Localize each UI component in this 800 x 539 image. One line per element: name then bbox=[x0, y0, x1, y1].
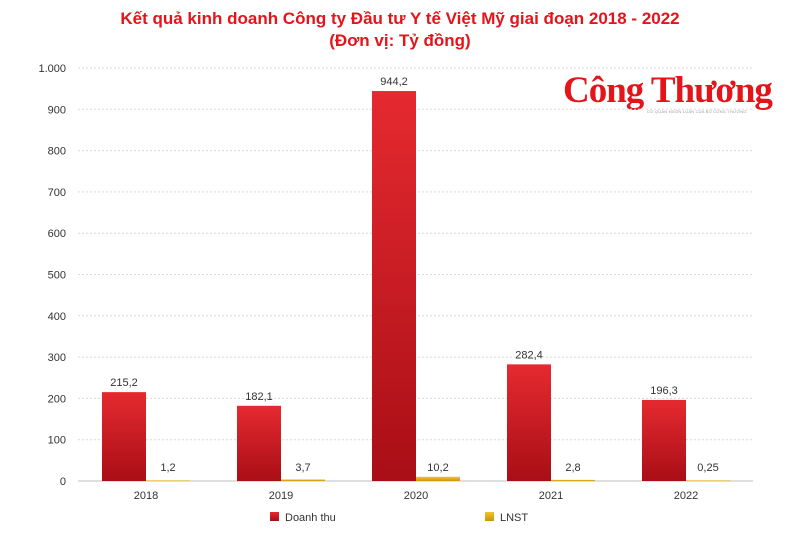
y-tick-label: 1.000 bbox=[38, 63, 66, 75]
x-tick-label: 2022 bbox=[674, 490, 698, 502]
y-tick-label: 200 bbox=[48, 393, 66, 405]
y-tick-label: 0 bbox=[60, 476, 66, 488]
bar-lnst bbox=[416, 476, 460, 481]
logo-text: Công Thương bbox=[563, 70, 773, 111]
y-tick-label: 300 bbox=[48, 352, 66, 364]
bar-lnst bbox=[551, 479, 595, 481]
bar-lnst bbox=[686, 480, 730, 481]
bar-layer bbox=[102, 91, 730, 481]
chart-title-line2: (Đơn vị: Tỷ đồng) bbox=[329, 31, 471, 50]
x-tick-label: 2021 bbox=[539, 490, 563, 502]
bar-doanh-thu bbox=[642, 399, 686, 481]
x-tick-label: 2019 bbox=[269, 490, 293, 502]
legend-swatch-doanh-thu bbox=[270, 512, 279, 521]
data-label: 182,1 bbox=[245, 391, 273, 403]
bar-lnst bbox=[146, 480, 190, 481]
legend-label: Doanh thu bbox=[285, 512, 336, 524]
bar-doanh-thu bbox=[507, 364, 551, 481]
chart-title: Kết quả kinh doanh Công ty Đầu tư Y tế V… bbox=[0, 8, 800, 52]
chart-title-line1: Kết quả kinh doanh Công ty Đầu tư Y tế V… bbox=[120, 9, 680, 28]
legend: Doanh thu LNST bbox=[270, 512, 528, 524]
data-label: 282,4 bbox=[515, 349, 543, 361]
data-label: 2,8 bbox=[565, 462, 580, 474]
y-tick-label: 800 bbox=[48, 146, 66, 158]
y-tick-label: 900 bbox=[48, 104, 66, 116]
y-tick-label: 600 bbox=[48, 228, 66, 240]
x-tick-label: 2018 bbox=[134, 490, 158, 502]
x-tick-label: 2020 bbox=[404, 490, 428, 502]
data-label: 196,3 bbox=[650, 385, 678, 397]
cong-thuong-logo: Công Thương CƠ QUAN NGÔN LUẬN CỦA BỘ CÔN… bbox=[563, 70, 773, 122]
legend-swatch-lnst bbox=[485, 512, 494, 521]
data-label: 944,2 bbox=[380, 76, 408, 88]
y-tick-label: 500 bbox=[48, 270, 66, 282]
y-tick-label: 700 bbox=[48, 187, 66, 199]
bar-lnst bbox=[281, 479, 325, 481]
bar-doanh-thu bbox=[102, 392, 146, 481]
y-tick-label: 100 bbox=[48, 435, 66, 447]
data-label: 1,2 bbox=[160, 462, 175, 474]
label-layer: 215,2 1,2 2018 182,1 3,7 2019 944,2 10,2 2020 282… bbox=[110, 76, 718, 502]
bar-doanh-thu bbox=[372, 91, 416, 481]
legend-label: LNST bbox=[500, 512, 528, 524]
bar-doanh-thu bbox=[237, 405, 281, 481]
data-label: 10,2 bbox=[427, 462, 448, 474]
data-label: 0,25 bbox=[697, 462, 718, 474]
data-label: 3,7 bbox=[295, 462, 310, 474]
y-tick-label: 400 bbox=[48, 311, 66, 323]
data-label: 215,2 bbox=[110, 377, 138, 389]
logo-tagline: CƠ QUAN NGÔN LUẬN CỦA BỘ CÔNG THƯƠNG bbox=[647, 109, 747, 114]
